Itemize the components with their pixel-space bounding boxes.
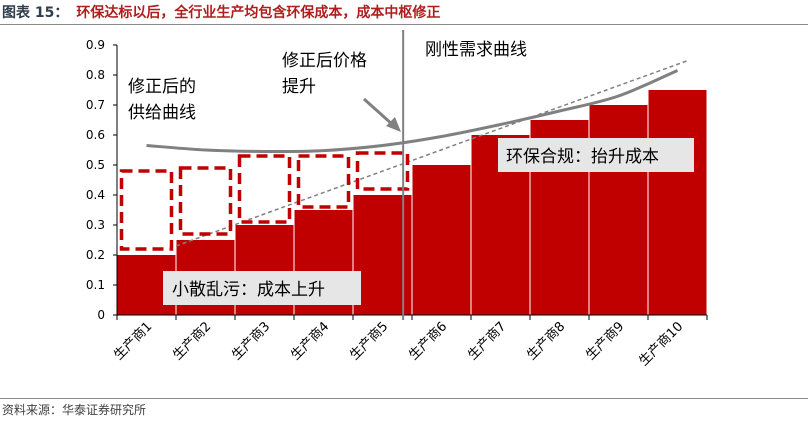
corrected-cost-box <box>119 169 174 251</box>
demand-curve-label: 刚性需求曲线 <box>425 40 527 60</box>
small-polluter-label: 小散乱污：成本上升 <box>172 280 325 300</box>
corrected-cost-box <box>178 166 233 236</box>
x-tick-label: 生产商4 <box>288 319 332 363</box>
y-tick-label: 0.8 <box>86 68 105 82</box>
x-tick-label: 生产商9 <box>583 319 627 363</box>
bar-chart: 0 0.1 0.2 0.3 0.4 0.5 0.6 0.7 0.8 0.9 生产商1 生产商2 生产商3… <box>86 30 708 369</box>
y-tick-label: 0 <box>97 308 105 322</box>
bar <box>589 105 648 315</box>
price-arrow-head <box>386 117 401 132</box>
y-tick-label: 0.2 <box>86 248 105 262</box>
x-tick-label: 生产商1 <box>111 319 155 363</box>
corrected-cost-box <box>296 154 351 209</box>
footer-divider <box>0 398 808 399</box>
price-label: 提升 <box>282 77 316 97</box>
figure-number: 图表 15： <box>2 5 69 21</box>
supply-curve-label: 供给曲线 <box>128 103 196 123</box>
bar <box>353 195 412 315</box>
y-tick-label: 0.7 <box>86 98 105 112</box>
x-tick-label: 生产商3 <box>229 319 273 363</box>
env-compliance-label: 环保合规：抬升成本 <box>506 147 659 167</box>
small-label-box <box>163 271 361 305</box>
supply-curve-label: 修正后的 <box>128 77 196 97</box>
env-label-box <box>498 138 694 172</box>
x-tick-label: 生产商10 <box>636 319 686 369</box>
y-tick-label: 0.1 <box>86 278 105 292</box>
x-tick-label: 生产商5 <box>347 319 391 363</box>
corrected-cost-box <box>237 154 292 224</box>
y-tick-label: 0.5 <box>86 158 105 172</box>
bar <box>412 165 471 315</box>
source-note: 资料来源：华泰证券研究所 <box>2 403 147 417</box>
y-tick-label: 0.6 <box>86 128 105 142</box>
y-tick-label: 0.9 <box>86 38 105 52</box>
supply-curve <box>146 69 679 154</box>
figure-title: 环保达标以后，全行业生产均包含环保成本，成本中枢修正 <box>76 5 441 21</box>
y-tick-label: 0.3 <box>86 218 105 232</box>
x-tick-label: 生产商7 <box>465 319 509 363</box>
x-tick-label: 生产商6 <box>406 319 450 363</box>
figure-header: 图表 15： 环保达标以后，全行业生产均包含环保成本，成本中枢修正 <box>0 0 808 24</box>
price-label: 修正后价格 <box>282 51 367 71</box>
x-tick-label: 生产商2 <box>170 319 214 363</box>
corrected-cost-box <box>355 151 410 191</box>
y-tick-label: 0.4 <box>86 188 105 202</box>
x-tick-label: 生产商8 <box>524 319 568 363</box>
bar <box>648 90 707 315</box>
title-divider <box>0 24 808 25</box>
price-arrow-shaft <box>362 97 395 127</box>
